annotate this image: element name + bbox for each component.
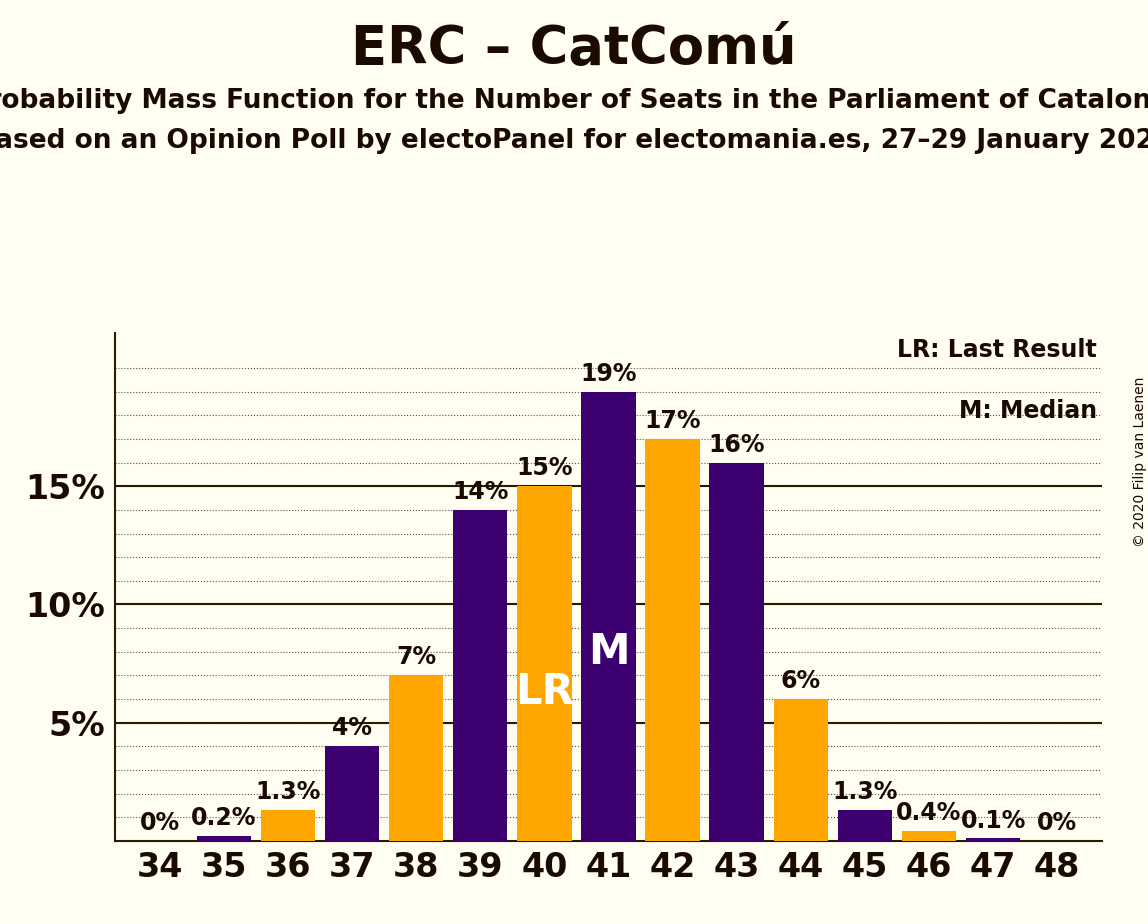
Text: 1.3%: 1.3% bbox=[832, 780, 898, 804]
Text: 7%: 7% bbox=[396, 646, 436, 670]
Bar bbox=[453, 510, 507, 841]
Bar bbox=[389, 675, 443, 841]
Text: 6%: 6% bbox=[781, 669, 821, 693]
Text: Probability Mass Function for the Number of Seats in the Parliament of Catalonia: Probability Mass Function for the Number… bbox=[0, 88, 1148, 114]
Text: ERC – CatComú: ERC – CatComú bbox=[351, 23, 797, 75]
Bar bbox=[325, 747, 379, 841]
Text: 0.1%: 0.1% bbox=[961, 808, 1026, 833]
Bar bbox=[645, 439, 700, 841]
Text: 0%: 0% bbox=[140, 811, 180, 835]
Bar bbox=[261, 810, 316, 841]
Text: 17%: 17% bbox=[644, 409, 700, 433]
Text: 15%: 15% bbox=[517, 456, 573, 480]
Bar bbox=[517, 486, 572, 841]
Text: 4%: 4% bbox=[332, 716, 372, 740]
Text: LR: Last Result: LR: Last Result bbox=[898, 337, 1097, 361]
Text: 14%: 14% bbox=[452, 480, 509, 504]
Bar bbox=[901, 832, 956, 841]
Text: 0%: 0% bbox=[1037, 811, 1077, 835]
Bar bbox=[196, 836, 251, 841]
Text: 0.2%: 0.2% bbox=[191, 807, 256, 830]
Text: LR: LR bbox=[515, 671, 574, 713]
Text: M: Median: M: Median bbox=[959, 399, 1097, 422]
Text: 1.3%: 1.3% bbox=[255, 780, 320, 804]
Text: M: M bbox=[588, 631, 629, 674]
Text: 16%: 16% bbox=[708, 432, 765, 456]
Text: 0.4%: 0.4% bbox=[897, 801, 962, 825]
Bar bbox=[709, 463, 763, 841]
Bar bbox=[838, 810, 892, 841]
Bar bbox=[965, 838, 1021, 841]
Text: Based on an Opinion Poll by electoPanel for electomania.es, 27–29 January 2020: Based on an Opinion Poll by electoPanel … bbox=[0, 128, 1148, 153]
Bar bbox=[774, 699, 828, 841]
Text: 19%: 19% bbox=[580, 362, 637, 386]
Text: © 2020 Filip van Laenen: © 2020 Filip van Laenen bbox=[1133, 377, 1147, 547]
Bar bbox=[581, 392, 636, 841]
